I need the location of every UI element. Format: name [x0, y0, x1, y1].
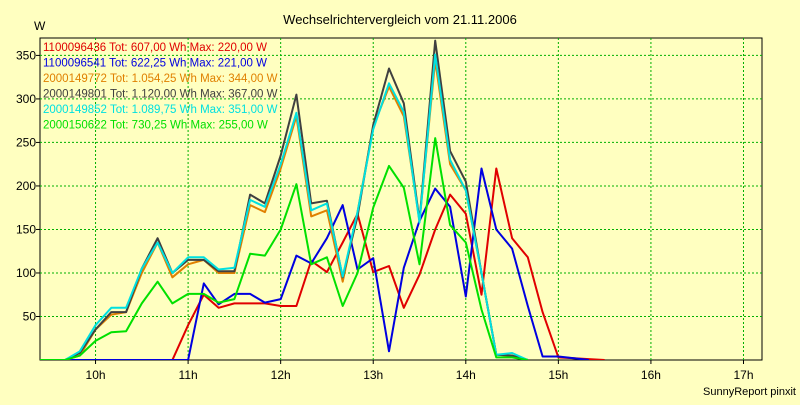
series-line-1100096541: [40, 167, 590, 360]
x-tick-label: 15h: [548, 368, 568, 382]
y-tick-label: 300: [16, 92, 36, 106]
legend: 1100096436 Tot: 607,00 Wh Max: 220,00 W 1…: [43, 42, 278, 132]
plot-area: [39, 37, 763, 361]
y-tick-label: 250: [16, 135, 36, 149]
axes: 50 100 150 200 250 300 350 10h 11h 12h 13h 14h 15h 16…: [16, 48, 754, 382]
credit-text: SunnyReport pinxit: [703, 386, 796, 398]
x-tick-label: 17h: [733, 368, 753, 382]
x-tick-label: 14h: [456, 368, 476, 382]
legend-entry-2000149772: 2000149772 Tot: 1.054,25 Wh Max: 344,00 …: [43, 73, 278, 85]
x-tick-label: 12h: [271, 368, 291, 382]
series-line-2000149852: [40, 53, 529, 360]
legend-entry-2000150622: 2000150622 Tot: 730,25 Wh Max: 255,00 W: [43, 120, 268, 132]
series-line-1100096436: [40, 167, 605, 360]
legend-entry-1100096541: 1100096541 Tot: 622,25 Wh Max: 221,00 W: [43, 58, 267, 70]
series-lines: [40, 39, 605, 360]
y-tick-label: 200: [16, 179, 36, 193]
legend-entry-1100096436: 1100096436 Tot: 607,00 Wh Max: 220,00 W: [43, 42, 267, 54]
series-line-2000149801: [40, 39, 529, 360]
x-tick-label: 10h: [86, 368, 106, 382]
y-tick-label: 100: [16, 266, 36, 280]
x-tick-label: 16h: [641, 368, 661, 382]
y-tick-label: 350: [16, 48, 36, 62]
x-tick-label: 11h: [179, 368, 198, 382]
chart-title: Wechselrichtervergleich vom 21.11.2006: [283, 12, 517, 27]
x-tick-label: 13h: [363, 368, 383, 382]
series-line-2000150622: [40, 137, 528, 360]
y-tick-label: 150: [16, 222, 36, 236]
legend-entry-2000149852: 2000149852 Tot: 1.089,75 Wh Max: 351,00 …: [43, 104, 278, 116]
y-tick-label: 50: [23, 309, 37, 323]
y-axis-label: W: [34, 19, 46, 33]
legend-entry-2000149801: 2000149801 Tot: 1.120,00 Wh Max: 367,00 …: [43, 89, 278, 101]
